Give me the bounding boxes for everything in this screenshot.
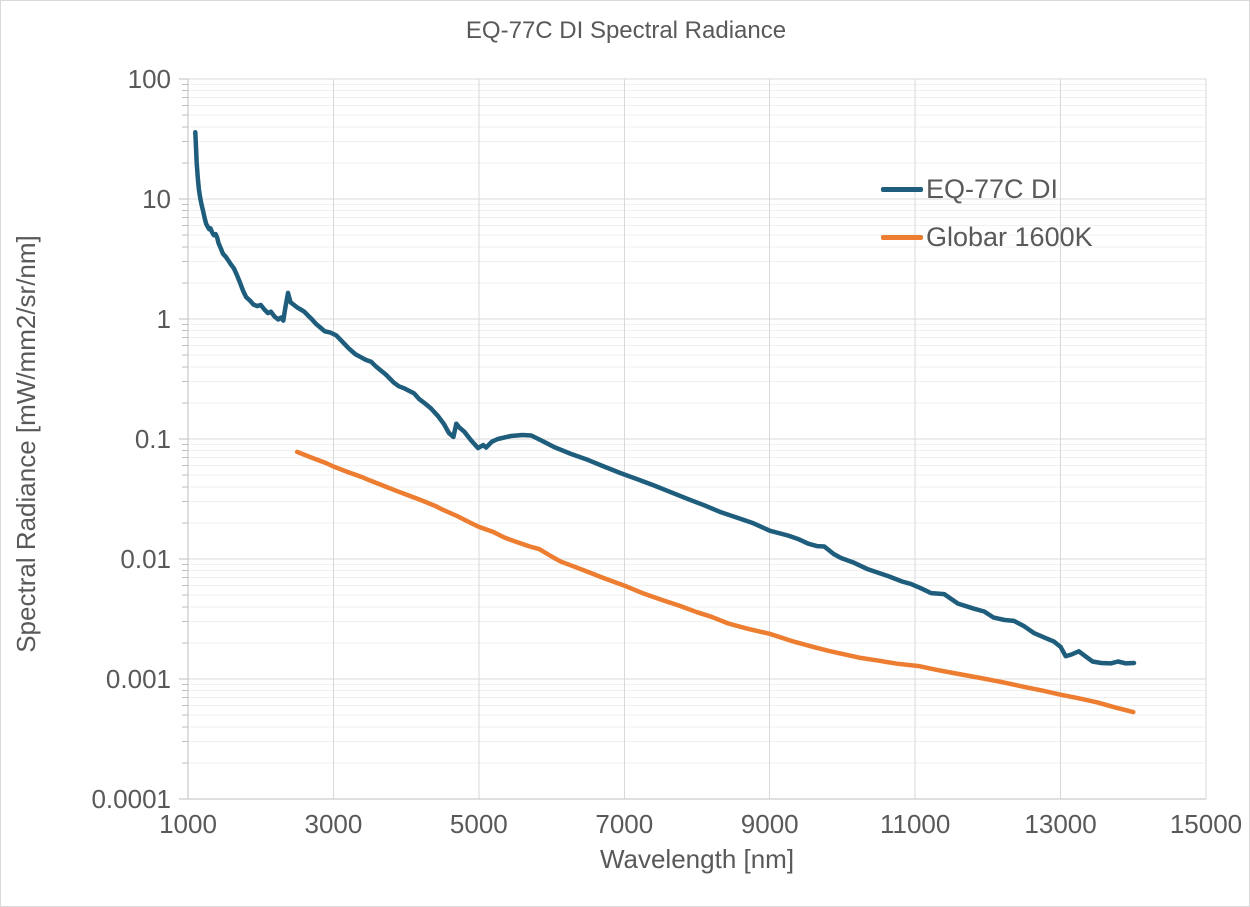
legend-item-label: EQ-77C DI (926, 173, 1059, 204)
y-tick-label: 0.01 (120, 544, 171, 574)
legend-item-eq77c-di: EQ-77C DI (881, 169, 1093, 209)
y-tick-label: 0.0001 (91, 784, 171, 814)
y-tick-label: 0.1 (134, 424, 171, 454)
legend-item-label: Globar 1600K (926, 221, 1093, 252)
y-tick-label: 0.001 (105, 664, 171, 694)
x-tick-label: 5000 (449, 809, 508, 839)
x-tick-label: 13000 (1024, 809, 1097, 839)
x-tick-label: 1000 (159, 809, 217, 839)
legend-line-swatch-eq77c-di (881, 186, 923, 192)
legend-line-swatch-globar-1600k (881, 234, 923, 240)
x-tick-label: 3000 (304, 809, 363, 839)
x-tick-label: 7000 (595, 809, 654, 839)
x-tick-label: 15000 (1169, 809, 1243, 839)
y-tick-label: 1 (156, 304, 171, 334)
series-line-globar-1600k (294, 449, 1136, 715)
chart-title: EQ-77C DI Spectral Radiance (465, 17, 787, 44)
x-tick-label: 11000 (879, 809, 951, 839)
series-line-eq-77c-di (193, 129, 1137, 666)
legend: EQ-77C DI Globar 1600K (881, 169, 1093, 265)
legend-item-globar-1600k: Globar 1600K (881, 217, 1093, 257)
x-tick-label: 9000 (740, 809, 799, 839)
y-tick-label: 10 (142, 184, 171, 214)
y-axis-title: Spectral Radiance [mW/mm2/sr/nm] (11, 235, 41, 653)
y-tick-label: 100 (127, 64, 171, 94)
x-axis-title: Wavelength [nm] (599, 844, 795, 874)
